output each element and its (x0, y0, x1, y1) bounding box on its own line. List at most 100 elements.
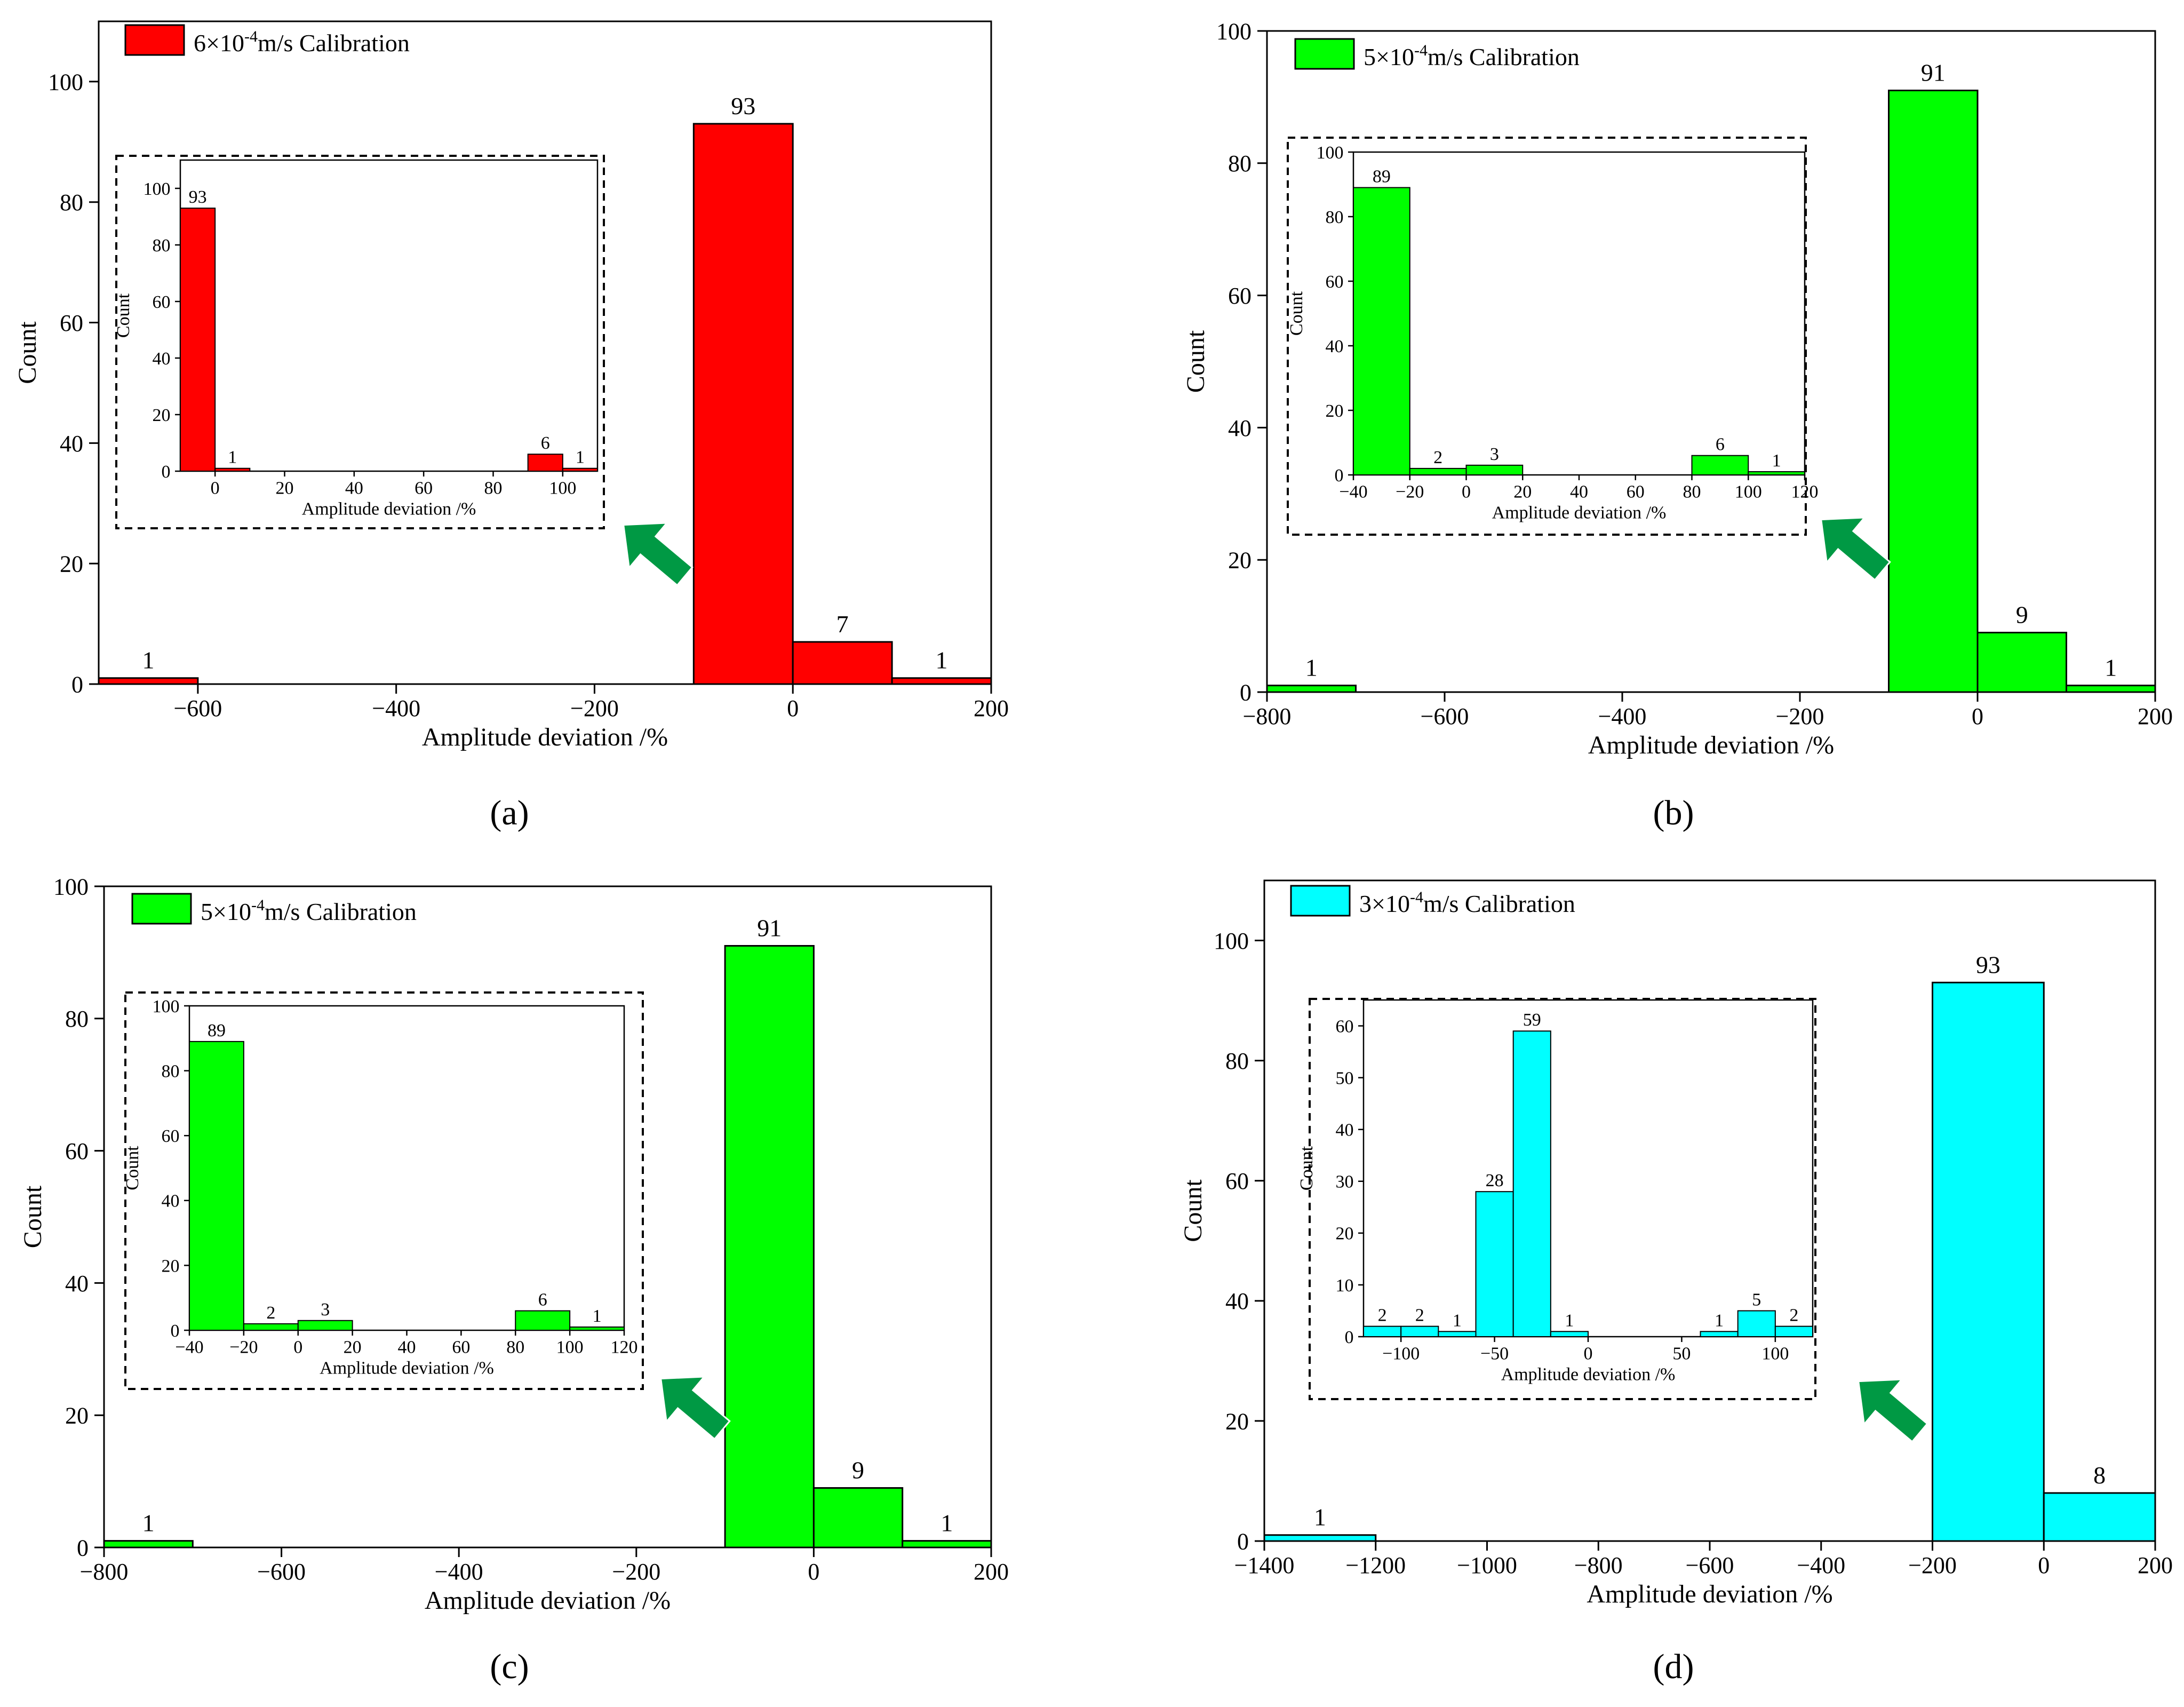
y-tick-label: 80 (60, 189, 83, 216)
bar (891, 677, 992, 685)
inset-bar (214, 467, 251, 472)
legend-label: 5×10-4m/s Calibration (201, 896, 417, 925)
inset-y-tick-label: 20 (162, 1256, 180, 1276)
legend-label: 3×10-4m/s Calibration (1359, 888, 1575, 917)
y-tick-label: 100 (48, 69, 83, 95)
bar (902, 1540, 992, 1549)
inset-bar-value-label: 89 (208, 1021, 226, 1041)
y-axis-title: Count (1179, 1179, 1207, 1242)
y-tick-label: 20 (65, 1403, 89, 1429)
inset-x-tick-label: 60 (415, 478, 433, 498)
pointer-arrow-shape (660, 1376, 731, 1440)
inset-y-tick-label: 20 (153, 406, 171, 425)
inset-bar-value-label: 1 (1715, 1311, 1724, 1330)
inset-x-tick-label: 80 (1683, 482, 1701, 502)
inset-dashed-border (124, 991, 644, 1390)
inset-bar-value-label: 1 (1453, 1311, 1462, 1330)
y-tick-label: 0 (71, 671, 83, 697)
inset-x-tick-label: 0 (1462, 482, 1471, 502)
inset-bar-value-label: 2 (266, 1303, 275, 1323)
bar (1263, 1534, 1377, 1542)
inset-x-tick-label: 20 (344, 1337, 362, 1357)
inset-bar-value-label: 3 (321, 1300, 330, 1320)
x-tick-label: −400 (1797, 1552, 1845, 1578)
axes-frame (98, 20, 992, 685)
y-tick-label: 80 (65, 1006, 89, 1032)
legend-label-suffix: m/s Calibration (1423, 890, 1575, 917)
x-tick-label: −200 (1776, 703, 1824, 729)
x-tick-label: 200 (974, 1559, 1009, 1585)
legend-label-exponent: -4 (251, 896, 265, 914)
y-axis-title: Count (1182, 330, 1210, 393)
inset-bar (1438, 1331, 1477, 1337)
inset-bar-value-label: 1 (228, 448, 237, 467)
legend-label-exponent: -4 (244, 28, 258, 45)
x-tick-label: 0 (787, 695, 799, 721)
legend-swatch (124, 24, 185, 56)
inset-bar (189, 1041, 244, 1331)
inset-bar-value-label: 2 (1378, 1306, 1387, 1325)
inset-y-tick-label: 60 (153, 292, 171, 312)
y-tick-label: 40 (1228, 415, 1252, 441)
inset-y-tick-label: 20 (1326, 401, 1344, 421)
inset-y-axis-title: Count (114, 293, 133, 338)
inset-chart: 89 2 3 6 1 −40 −20 0 20 40 60 80 100 120 0 20 40 60 80 100 A… (1287, 143, 1819, 523)
y-tick-label: 60 (1228, 283, 1252, 309)
y-tick-label: 60 (60, 310, 83, 336)
inset-dashed-border (1309, 998, 1816, 1400)
inset-bar (297, 1320, 353, 1331)
inset-y-axis-title: Count (1287, 291, 1306, 336)
inset-y-tick-label: 0 (162, 462, 171, 482)
inset-bar-value-label: 89 (1373, 167, 1391, 187)
inset-y-tick-label: 100 (153, 997, 180, 1017)
bar (792, 641, 893, 685)
y-tick-label: 40 (60, 431, 83, 457)
y-tick-label: 60 (1225, 1168, 1249, 1194)
axes-frame (103, 885, 992, 1549)
y-tick-label: 20 (1225, 1408, 1249, 1434)
pointer-arrow-icon (1820, 517, 1891, 581)
legend-label-prefix: 6×10 (194, 29, 244, 57)
inset-bar-value-label: 2 (1415, 1306, 1424, 1325)
bar-value-label: 9 (2016, 601, 2028, 628)
bar (1932, 981, 2045, 1542)
legend-swatch (1290, 885, 1351, 917)
x-axis-title: Amplitude deviation /% (422, 723, 668, 751)
legend-label-prefix: 3×10 (1359, 890, 1410, 917)
inset-bar (1465, 464, 1524, 475)
bar-value-label: 9 (852, 1456, 864, 1483)
inset-x-tick-label: 80 (484, 478, 503, 498)
bar (1266, 685, 1357, 693)
inset-bar-value-label: 93 (189, 187, 207, 207)
panel-label: (a) (490, 793, 529, 832)
bar-value-label: 93 (1976, 951, 2000, 978)
inset-bar (1363, 1325, 1402, 1338)
inset-y-tick-label: 50 (1336, 1069, 1354, 1089)
x-axis-title: Amplitude deviation /% (1587, 1580, 1832, 1608)
inset-x-axis-title: Amplitude deviation /% (320, 1358, 494, 1378)
inset-x-tick-label: −20 (229, 1337, 258, 1357)
inset-bar-value-label: 6 (541, 433, 550, 453)
inset-bar (1774, 1325, 1813, 1338)
bar-value-label: 1 (940, 1510, 953, 1537)
x-tick-label: −1000 (1457, 1552, 1517, 1578)
inset-y-tick-label: 80 (153, 236, 171, 256)
inset-bar-value-label: 6 (1716, 435, 1725, 455)
bar-value-label: 1 (2105, 654, 2117, 681)
inset-x-tick-label: 40 (398, 1337, 416, 1357)
inset-x-tick-label: 100 (1761, 1344, 1789, 1363)
bar-value-label: 91 (1921, 59, 1946, 86)
axes-frame (1266, 30, 2156, 693)
bar-value-label: 93 (731, 92, 755, 120)
inset-y-tick-label: 20 (1336, 1224, 1354, 1244)
inset-y-tick-label: 0 (1345, 1328, 1354, 1347)
inset-bar (1475, 1191, 1514, 1337)
inset-y-tick-label: 80 (1326, 208, 1344, 227)
bar-value-label: 8 (2093, 1462, 2106, 1489)
inset-chart: 2 2 1 28 59 1 1 5 2 −100 −50 0 50 100 0 10 20 30 40 50 60 Amp… (1297, 999, 1814, 1384)
inset-dashed-border (1287, 137, 1807, 536)
inset-bar (562, 467, 599, 472)
inset-x-tick-label: 40 (1570, 482, 1588, 502)
inset-bar (515, 1310, 571, 1331)
